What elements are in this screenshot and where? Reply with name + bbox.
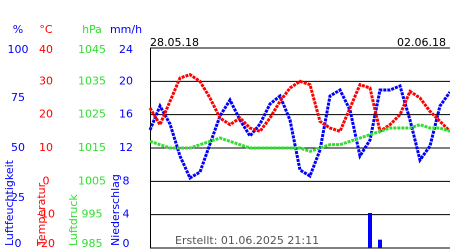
y-tick-label: 8 [123, 174, 130, 187]
y-tick-label: 4 [123, 208, 130, 221]
y-tick-label: 75 [11, 91, 25, 104]
y-tick-label: 0 [43, 174, 50, 187]
series-line [148, 83, 450, 181]
y-tick-label: 25 [11, 191, 25, 204]
unit-label: mm/h [110, 23, 142, 36]
y-tick-label: -20 [37, 237, 55, 250]
y-tick-label: 1025 [78, 108, 106, 121]
y-tick-label: 12 [119, 141, 133, 154]
y-tick-label: 16 [119, 108, 133, 121]
y-tick-label: 100 [8, 43, 29, 56]
axis-title: Luftdruck [67, 194, 80, 246]
y-tick-label: 50 [11, 141, 25, 154]
axis-title: Luftfeuchtigkeit [3, 159, 16, 246]
unit-label: °C [39, 23, 53, 36]
start-date: 28.05.18 [150, 36, 199, 49]
y-tick-label: 0 [123, 237, 130, 250]
y-tick-label: 40 [39, 43, 53, 56]
y-tick-label: 30 [39, 74, 53, 87]
series-line [148, 73, 450, 134]
y-tick-label: 20 [119, 74, 133, 87]
unit-label: % [13, 23, 23, 36]
y-tick-label: 10 [39, 141, 53, 154]
unit-label: hPa [82, 23, 102, 36]
y-tick-label: 24 [119, 43, 133, 56]
y-tick-label: 1045 [78, 43, 106, 56]
y-tick-label: 1015 [78, 141, 106, 154]
series-line [149, 123, 450, 153]
axis-title: Temperatur [35, 182, 48, 247]
y-tick-label: 20 [39, 108, 53, 121]
bar [368, 213, 372, 248]
y-tick-label: 0 [15, 237, 22, 250]
y-tick-label: 985 [82, 237, 103, 250]
y-tick-label: -10 [37, 208, 55, 221]
y-tick-label: 1035 [78, 74, 106, 87]
footer: Erstellt: 01.06.2025 21:11 [175, 234, 319, 247]
axis-title: Niederschlag [109, 174, 122, 246]
bar [378, 239, 382, 248]
y-tick-label: 995 [82, 208, 103, 221]
y-tick-label: 1005 [78, 174, 106, 187]
end-date: 02.06.18 [397, 36, 446, 49]
